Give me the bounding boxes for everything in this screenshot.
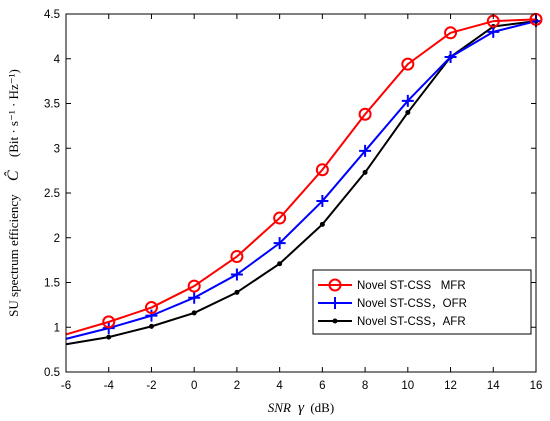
y-tick-label: 2.5 — [44, 188, 60, 200]
x-axis-label: SNR γ (dB) — [268, 400, 334, 416]
data-point — [234, 289, 240, 295]
legend-marker-mfr — [328, 278, 342, 292]
data-point — [362, 169, 368, 175]
legend-label-mfr: Novel ST-CSS MFR — [357, 280, 466, 292]
y-axis-label-text: SU spectrum efficiency — [6, 194, 21, 317]
data-point — [405, 109, 411, 115]
series-line — [65, 20, 537, 340]
data-point — [273, 211, 287, 225]
x-tick-label: 16 — [530, 380, 543, 392]
data-point — [359, 144, 372, 157]
data-point — [277, 261, 283, 267]
data-point — [316, 195, 329, 208]
series-line — [65, 18, 537, 336]
x-tick-label: 6 — [319, 380, 325, 392]
x-axis-label-unit: (dB) — [310, 400, 334, 415]
plot-frame — [65, 13, 537, 373]
legend: Novel ST-CSS MFR Novel ST-CSS，OFR Novel … — [312, 269, 532, 335]
legend-entry-ofr: Novel ST-CSS，OFR — [318, 297, 467, 310]
legend-marker-ofr — [329, 297, 341, 309]
y-tick-label: 0.5 — [44, 367, 60, 379]
data-point — [106, 334, 112, 340]
y-tick-label: 4 — [54, 54, 61, 66]
data-point — [358, 107, 372, 121]
series-layer — [65, 12, 543, 346]
y-tick-label: 3.5 — [44, 99, 60, 111]
data-point — [191, 310, 197, 316]
data-point — [401, 57, 415, 71]
x-tick-label: 4 — [276, 380, 283, 392]
y-tick-label: 3 — [54, 143, 60, 155]
legend-marker-afr — [332, 318, 338, 324]
x-tick-label: 12 — [444, 380, 457, 392]
x-tick-label: 14 — [487, 380, 500, 392]
data-point — [401, 94, 414, 107]
data-point — [148, 323, 154, 329]
x-tick-label: 0 — [191, 380, 197, 392]
data-point — [145, 309, 158, 322]
x-axis-label-snr: SNR — [268, 400, 291, 415]
y-axis-label: SU spectrum efficiency Ĉ (Bit · s⁻¹ · Hz… — [3, 69, 22, 317]
data-point — [230, 250, 244, 264]
data-point — [144, 301, 158, 315]
legend-entry-mfr: Novel ST-CSS MFR — [318, 278, 466, 292]
y-tick-label: 1.5 — [44, 278, 60, 290]
legend-label-ofr: Novel ST-CSS，OFR — [357, 298, 467, 310]
data-point — [273, 237, 286, 250]
x-tick-label: -6 — [61, 380, 71, 392]
data-point — [444, 26, 458, 40]
x-tick-label: -4 — [104, 380, 115, 392]
y-axis-label-symbol: Ĉ — [3, 170, 22, 181]
data-point — [187, 279, 201, 293]
data-point — [188, 291, 201, 304]
y-tick-label: 2 — [54, 233, 60, 245]
legend-entry-afr: Novel ST-CSS，AFR — [318, 316, 466, 328]
y-tick-label: 4.5 — [44, 9, 60, 21]
x-axis-label-gamma: γ — [298, 400, 305, 416]
data-point — [319, 221, 325, 227]
data-point — [230, 268, 243, 281]
x-tick-label: 10 — [401, 380, 414, 392]
x-tick-label: 8 — [362, 380, 368, 392]
y-tick-label: 1 — [54, 322, 60, 334]
data-point — [444, 50, 457, 63]
x-tick-label: 2 — [234, 380, 240, 392]
data-point — [487, 25, 500, 38]
y-axis-label-unit: (Bit · s⁻¹ · Hz⁻¹) — [6, 69, 21, 157]
x-tick-label: -2 — [146, 380, 156, 392]
data-point — [102, 315, 116, 329]
data-point — [315, 163, 329, 177]
legend-label-afr: Novel ST-CSS，AFR — [357, 316, 466, 328]
